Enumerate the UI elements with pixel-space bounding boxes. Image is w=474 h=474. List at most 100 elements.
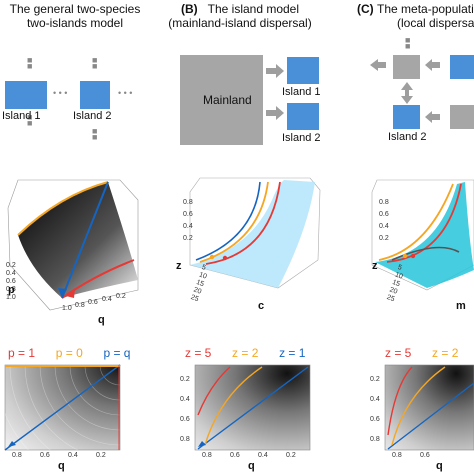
heatmap-b-orange: [204, 366, 263, 446]
heatmap-c-orange: [391, 366, 446, 446]
heatmap-b-arrow: [198, 441, 206, 447]
tick: 0.2: [183, 235, 193, 242]
legend-z1: z = 1: [279, 346, 306, 360]
island-1-label: Island 1: [2, 110, 41, 122]
tick: 0.4: [370, 396, 380, 403]
hm-b-ticks-y: 0.2 0.4 0.6 0.8: [180, 370, 190, 450]
panel-a-tick-q-4: 0.4: [102, 296, 112, 303]
panel-b-surface-plot: [189, 177, 321, 289]
heatmap-c-red: [387, 366, 413, 436]
hm-c-tick-1: 0.8: [392, 452, 402, 459]
panel-b-axis-c: c: [258, 300, 265, 312]
panel-a-axis-p: p: [8, 284, 15, 296]
panel-b-title-text: The island model: [207, 2, 300, 16]
legend-p1: p = 1: [8, 346, 36, 360]
tick: 0.8: [183, 199, 193, 206]
ellipsis-2: • • •: [118, 88, 133, 98]
heatmap-b-blue: [197, 366, 309, 450]
island-b2-label: Island 2: [282, 132, 321, 144]
mainland-box: [180, 55, 263, 145]
panel-c-box: [371, 179, 474, 291]
hm-c-axis: q: [436, 460, 443, 472]
panel-b-point-red: [222, 255, 228, 261]
tick: 0.2: [6, 262, 16, 269]
meta-island-2: [393, 105, 420, 129]
panel-b-curve-z5: [205, 181, 281, 265]
panel-a-ticks-p: 0.2 0.4 0.6 0.8 1.0: [6, 262, 16, 302]
hm-b-axis: q: [248, 460, 255, 472]
hm-b-tick-3: 0.4: [258, 452, 268, 459]
panel-b-surface: [190, 180, 315, 288]
panel-b-title-line1: (B) The island model: [160, 2, 320, 16]
panel-c-title-line2: (local dispersal: [397, 16, 474, 30]
panel-c-letter: (C): [357, 2, 374, 16]
panel-c-surface: [375, 182, 474, 288]
hm-a-tick-3: 0.4: [68, 452, 78, 459]
mainland-label: Mainland: [203, 93, 252, 107]
meta-island-top-right: [450, 55, 474, 79]
panel-c-title-text: The meta-population: [377, 2, 474, 16]
panel-a-title-line1: The general two-species: [9, 2, 141, 16]
heatmap-b-red: [197, 366, 231, 416]
tick: 0.2: [370, 376, 380, 383]
tick: 1.0: [6, 294, 16, 301]
meta-box-top-left: [393, 55, 420, 79]
arrow-vertical-up: [401, 82, 413, 96]
legend-c-z2: z = 2: [432, 346, 459, 360]
island-b2-box: [287, 103, 319, 130]
island-2-label: Island 2: [73, 110, 112, 122]
panel-a-tick-q-5: 0.2: [116, 293, 126, 300]
ellipsis-1: • • •: [53, 88, 68, 98]
heatmap-a-diagonal: [4, 364, 121, 451]
dots-vertical-bottom-1: ■ ■: [27, 112, 33, 128]
hm-b-tick-1: 0.8: [202, 452, 212, 459]
tick: 0.8: [370, 436, 380, 443]
legend-z2: z = 2: [232, 346, 259, 360]
legend-c-z5: z = 5: [385, 346, 412, 360]
panel-b-point-orange: [209, 254, 215, 260]
panel-b-legend: z = 5 z = 2 z = 1: [185, 346, 305, 360]
panel-b-title: (B) The island model (mainland-island di…: [160, 2, 320, 30]
arrow-to-island-1: [266, 64, 284, 78]
hm-b-tick-2: 0.6: [230, 452, 240, 459]
panel-c-curve-z2: [378, 183, 454, 261]
panel-b-ticks-z: 0.8 0.6 0.4 0.2: [183, 197, 193, 245]
meta-box-bottom-right: [450, 105, 474, 129]
meta-arrows: [370, 59, 440, 123]
panel-a-tick-q-2: 0.8: [75, 302, 85, 309]
heatmap-a-arrow: [8, 441, 16, 447]
panel-c-curve-gray: [391, 246, 460, 261]
panel-c-ticks-z: 0.8 0.6 0.4 0.2: [379, 197, 389, 245]
panel-a-tick-q-1: 1.0: [62, 305, 72, 312]
hm-a-tick-1: 0.8: [12, 452, 22, 459]
tick: 0.8: [6, 286, 16, 293]
island-2-box: [80, 81, 110, 109]
panel-c-legend: z = 5 z = 2: [385, 346, 458, 360]
panel-a-tick-q-3: 0.6: [88, 299, 98, 306]
arrow-to-island-2: [266, 106, 284, 120]
panel-c-curve-z5: [386, 183, 462, 263]
panel-c-axis-m: m: [456, 300, 466, 312]
tick: 0.8: [379, 199, 389, 206]
mainland-arrows: [266, 64, 284, 120]
tick: 0.6: [379, 211, 389, 218]
panel-b-axis-z: z: [176, 260, 182, 272]
panel-c-point-red: [410, 253, 416, 259]
panel-b-letter: (B): [180, 2, 198, 16]
hm-c-tick-2: 0.6: [420, 452, 430, 459]
heatmap-c: [384, 364, 474, 451]
dots-vertical-top-1: ■ ■: [27, 55, 33, 71]
island-b1-box: [287, 57, 319, 84]
panel-c-title: (C) The meta-population (local dispersal: [357, 2, 474, 30]
panel-c-title-line1: (C) The meta-population: [357, 2, 474, 16]
hm-c-ticks-y: 0.2 0.4 0.6 0.8: [370, 370, 380, 450]
tick: 0.4: [379, 223, 389, 230]
panel-c-axis-z: z: [372, 260, 378, 272]
panel-a-curve-pq: [61, 181, 109, 299]
legend-z5: z = 5: [185, 346, 212, 360]
panel-b-curve-z1: [195, 181, 261, 261]
panel-a-title-line2: two-islands model: [26, 16, 124, 30]
arrow-bottom: [425, 111, 440, 123]
arrow-left: [370, 59, 386, 71]
panel-c-surface-plot: [371, 179, 474, 291]
